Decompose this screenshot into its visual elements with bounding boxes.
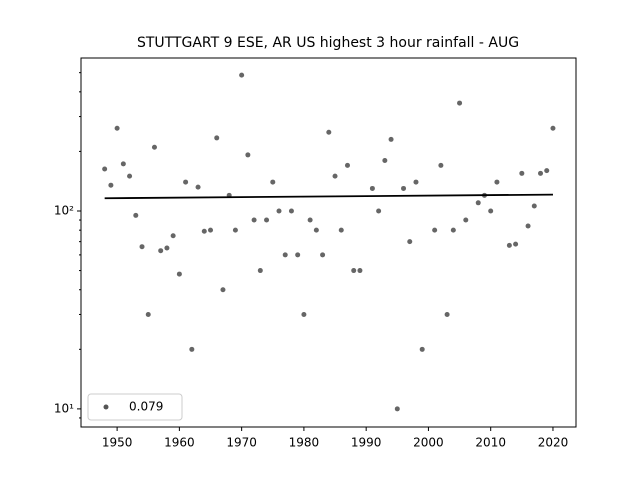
point xyxy=(388,136,394,142)
y-tick-label: 10² xyxy=(54,203,74,217)
point xyxy=(463,217,469,223)
point xyxy=(170,233,176,239)
point xyxy=(282,252,288,258)
legend-box xyxy=(87,393,183,421)
point xyxy=(376,208,382,214)
point xyxy=(220,287,226,293)
point xyxy=(239,72,245,78)
point xyxy=(108,182,114,188)
point xyxy=(251,217,257,223)
x-tick-label: 1980 xyxy=(289,436,320,450)
point xyxy=(457,100,463,106)
point xyxy=(133,212,139,218)
point xyxy=(475,200,481,206)
point xyxy=(164,245,170,251)
point xyxy=(488,208,494,214)
point xyxy=(189,346,195,352)
point xyxy=(344,162,350,168)
point xyxy=(519,170,525,176)
point xyxy=(102,166,108,172)
point xyxy=(450,227,456,233)
point xyxy=(382,157,388,163)
x-tick-label: 1950 xyxy=(102,436,133,450)
point xyxy=(214,135,220,141)
x-tick-label: 1990 xyxy=(351,436,382,450)
plot-frame xyxy=(80,57,577,428)
point xyxy=(201,228,207,234)
point xyxy=(183,179,189,185)
trend-line xyxy=(104,193,553,200)
point xyxy=(394,406,400,412)
point xyxy=(338,227,344,233)
point xyxy=(550,125,556,131)
x-tick-label: 2020 xyxy=(538,436,569,450)
legend-marker xyxy=(103,404,109,410)
point xyxy=(301,311,307,317)
point xyxy=(145,311,151,317)
point xyxy=(307,217,313,223)
point xyxy=(114,125,120,131)
x-tick-label: 1970 xyxy=(226,436,257,450)
x-tick-label: 2010 xyxy=(475,436,506,450)
point xyxy=(208,227,214,233)
point xyxy=(444,311,450,317)
point xyxy=(245,152,251,158)
y-tick-label: 10¹ xyxy=(54,401,74,415)
point xyxy=(264,217,270,223)
point xyxy=(139,244,145,250)
point xyxy=(407,239,413,245)
point xyxy=(419,346,425,352)
point xyxy=(232,227,238,233)
legend-label: 0.079 xyxy=(129,400,163,414)
point xyxy=(494,179,500,185)
point xyxy=(151,144,157,150)
point xyxy=(120,161,126,167)
point xyxy=(531,203,537,209)
point xyxy=(176,271,182,277)
point xyxy=(438,162,444,168)
point xyxy=(295,252,301,258)
point xyxy=(538,170,544,176)
chart-title: STUTTGART 9 ESE, AR US highest 3 hour ra… xyxy=(137,35,519,51)
point xyxy=(432,227,438,233)
x-tick-label: 2000 xyxy=(413,436,444,450)
point xyxy=(401,185,407,191)
point xyxy=(544,168,550,174)
x-tick-label: 1960 xyxy=(164,436,195,450)
point xyxy=(326,129,332,135)
point xyxy=(320,252,326,258)
point xyxy=(506,242,512,248)
point xyxy=(313,227,319,233)
point xyxy=(276,208,282,214)
point xyxy=(357,268,363,274)
point xyxy=(513,241,519,247)
point xyxy=(195,184,201,190)
point xyxy=(413,179,419,185)
point xyxy=(288,208,294,214)
point xyxy=(525,223,531,229)
point xyxy=(270,179,276,185)
point xyxy=(369,185,375,191)
point xyxy=(158,248,164,254)
point xyxy=(351,268,357,274)
point xyxy=(127,173,133,179)
point xyxy=(332,173,338,179)
point xyxy=(257,268,263,274)
